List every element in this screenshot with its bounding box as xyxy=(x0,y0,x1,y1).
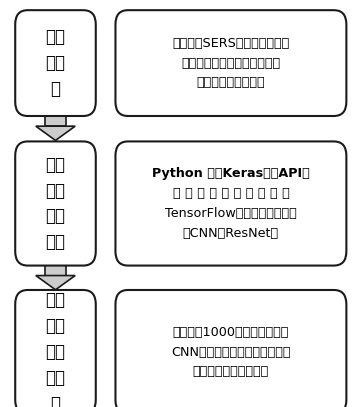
Text: 取不同病理结果光谱特征，增: 取不同病理结果光谱特征，增 xyxy=(182,57,280,70)
FancyBboxPatch shape xyxy=(115,141,347,266)
Text: 为CNN和ResNet。: 为CNN和ResNet。 xyxy=(183,227,279,240)
FancyBboxPatch shape xyxy=(45,116,66,126)
Text: 交叉验证确定最佳配置: 交叉验证确定最佳配置 xyxy=(193,365,269,379)
FancyBboxPatch shape xyxy=(15,10,96,116)
FancyBboxPatch shape xyxy=(15,290,96,407)
Text: 发: 发 xyxy=(50,395,61,407)
Text: 与软: 与软 xyxy=(45,343,66,361)
Text: 数据: 数据 xyxy=(45,28,66,46)
Text: 卷积: 卷积 xyxy=(45,156,66,174)
FancyBboxPatch shape xyxy=(45,265,66,276)
Text: CNN模型调整参数重训并测试。: CNN模型调整参数重训并测试。 xyxy=(171,346,291,359)
Text: 网络: 网络 xyxy=(45,208,66,225)
FancyBboxPatch shape xyxy=(15,141,96,266)
Text: 成 学 深 度 习 网 络 构 建 。: 成 学 深 度 习 网 络 构 建 。 xyxy=(173,187,289,200)
Text: 优化: 优化 xyxy=(45,317,66,335)
Text: 件开: 件开 xyxy=(45,369,66,387)
Text: 预处理好SERS光谱大数据，提: 预处理好SERS光谱大数据，提 xyxy=(172,37,290,50)
Text: 强学习网络的鲁棒性: 强学习网络的鲁棒性 xyxy=(197,77,265,90)
Text: 理: 理 xyxy=(50,80,61,98)
Text: TensorFlow为底层驱动，框架: TensorFlow为底层驱动，框架 xyxy=(165,207,297,220)
FancyBboxPatch shape xyxy=(115,10,347,116)
Text: 神经: 神经 xyxy=(45,182,66,199)
Text: 随机抽取1000份光谱数据输送: 随机抽取1000份光谱数据输送 xyxy=(173,326,289,339)
Polygon shape xyxy=(36,126,75,140)
Text: 构建: 构建 xyxy=(45,233,66,251)
Text: Python 调用Keras框架API完: Python 调用Keras框架API完 xyxy=(152,167,310,180)
Text: 预处: 预处 xyxy=(45,54,66,72)
Polygon shape xyxy=(36,276,75,290)
Text: 训练: 训练 xyxy=(45,291,66,309)
FancyBboxPatch shape xyxy=(115,290,347,407)
